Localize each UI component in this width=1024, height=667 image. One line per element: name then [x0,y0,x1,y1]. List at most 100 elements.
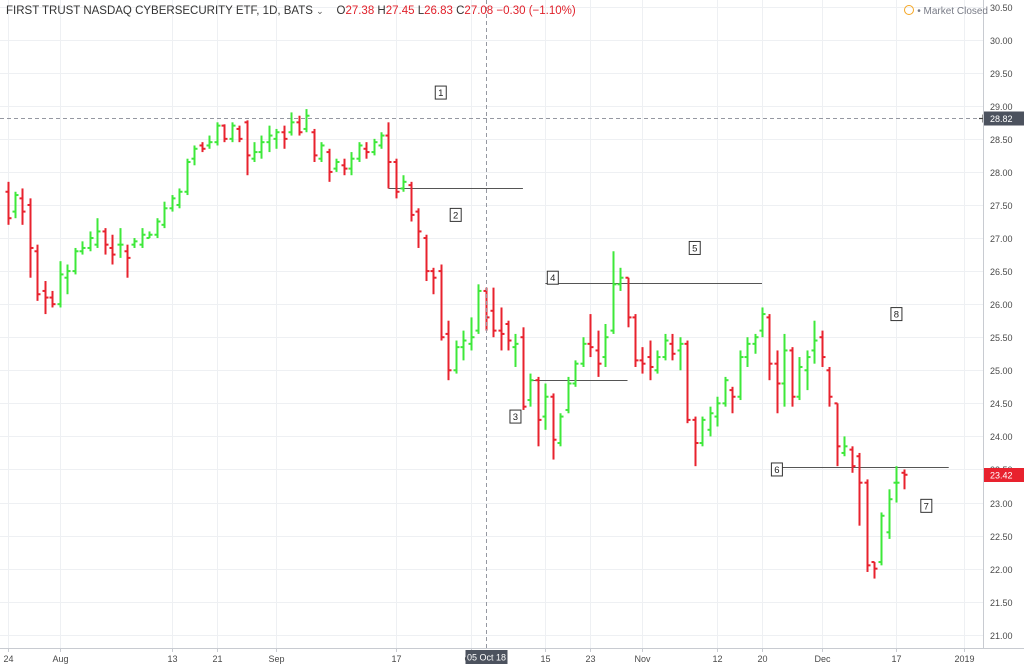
ohlc-bar [229,122,236,143]
annotation-text: 5 [692,243,697,254]
ohlc-bar [378,132,385,149]
ohlc-bar [826,366,833,407]
last-price-box [984,468,1024,482]
ohlc-bar [602,324,609,367]
ohlc-bar [281,125,288,149]
chevron-down-icon[interactable]: ⌄ [316,6,324,16]
low-value: 26.83 [424,5,453,17]
ohlc-bar [550,393,557,460]
ohlc-bar [27,198,34,278]
ohlc-bar [639,347,646,374]
price-tick-label: 26.50 [990,267,1013,277]
price-bars [5,109,908,579]
ohlc-bar [258,135,265,159]
ohlc-bar [169,195,176,212]
ohlc-bar [371,138,378,156]
high-label: H [377,5,386,17]
ohlc-bar [498,307,505,351]
ohlc-bar [475,284,482,334]
annotation-text: 6 [774,465,779,476]
price-tick-label: 24.50 [990,399,1013,409]
time-tick-label: 2019 [954,654,974,664]
ohlc-bar [146,231,153,240]
annotation-label: 7 [920,498,933,513]
ohlc-bar [393,158,400,199]
annotation-box [920,498,933,513]
ohlc-bar [841,436,848,457]
ohlc-bar [595,330,602,377]
horizontal-lines [388,188,949,468]
time-tick-label: 12 [712,654,722,664]
ohlc-bar [34,244,41,301]
price-tick-label: 23.00 [990,499,1013,509]
price-tick-label: 25.50 [990,333,1013,343]
time-axis[interactable]: 24Aug1321Sep17Oct1523Nov1220Dec17201905 … [0,648,1024,664]
ohlc-bar [669,333,676,361]
ohlc-bar [124,244,131,278]
time-tick-label: 20 [757,654,767,664]
ohlc-bar [490,287,497,338]
annotation-text: 8 [894,310,899,321]
ohlc-bar [587,314,594,358]
ohlc-bar [199,142,206,153]
time-tick-label: 24 [3,654,13,664]
ohlc-bar [400,175,407,192]
time-tick-label: 17 [391,654,401,664]
ohlc-bar [415,208,422,248]
ohlc-bar [789,347,796,407]
price-tick-label: 30.50 [990,3,1013,13]
ohlc-bar [348,152,355,176]
ohlc-bar [12,191,19,219]
open-label: O [336,5,346,17]
ohlc-bar [214,122,221,146]
price-axis[interactable]: 21.0021.5022.0022.5023.0023.5024.0024.50… [983,0,1024,648]
annotation-text: 3 [513,412,518,423]
price-tick-label: 21.00 [990,631,1013,641]
time-tick-label: 23 [585,654,595,664]
ohlc-bar [781,333,788,407]
ohlc-bar [221,124,228,143]
ohlc-bar [901,469,908,490]
ohlc-bar [542,383,549,430]
annotation-box [770,462,783,477]
symbol-title[interactable]: FIRST TRUST NASDAQ CYBERSECURITY ETF, 1D… [6,5,313,17]
low-label: L [417,5,425,17]
ohlc-bar [766,314,773,381]
ohlc-bar [796,357,803,401]
crosshair-price-box [984,111,1024,126]
ohlc-bar [244,120,251,176]
crosshair-price-label: 28.82 [990,114,1013,124]
last-price-label: 23.42 [990,471,1013,481]
price-tick-label: 29.50 [990,69,1013,79]
price-tick-label: 24.00 [990,432,1013,442]
ohlc-bar [206,135,213,149]
annotation-box [434,85,447,100]
time-tick-label: Aug [52,654,68,664]
annotation-label: 4 [546,270,559,285]
ohlc-bar [296,115,303,136]
annotation-box [449,207,462,222]
ohlc-bar [864,479,871,572]
ohlc-bar [176,188,183,209]
ohlc-bar [445,320,452,381]
price-tick-label: 21.50 [990,598,1013,608]
annotation-box [890,307,903,322]
ohlc-bar [191,145,198,166]
ohlc-bar [617,267,624,291]
crosshair-date-box [465,650,508,664]
price-tick-label: 27.50 [990,201,1013,211]
price-tick-label: 22.50 [990,532,1013,542]
time-tick-label: Dec [814,654,831,664]
ohlc-bar [236,125,243,143]
ohlc-bar [87,231,94,252]
annotation-text: 7 [924,501,929,512]
ohlc-bar [453,340,460,374]
market-status: • Market Closed [904,5,988,17]
ohlc-bar [505,320,512,351]
time-tick-label: 17 [891,654,901,664]
ohlc-bar [811,320,818,364]
time-tick-label: Sep [268,654,284,664]
chart-header: FIRST TRUST NASDAQ CYBERSECURITY ETF, 1D… [6,5,576,17]
ohlc-bar [273,128,280,149]
